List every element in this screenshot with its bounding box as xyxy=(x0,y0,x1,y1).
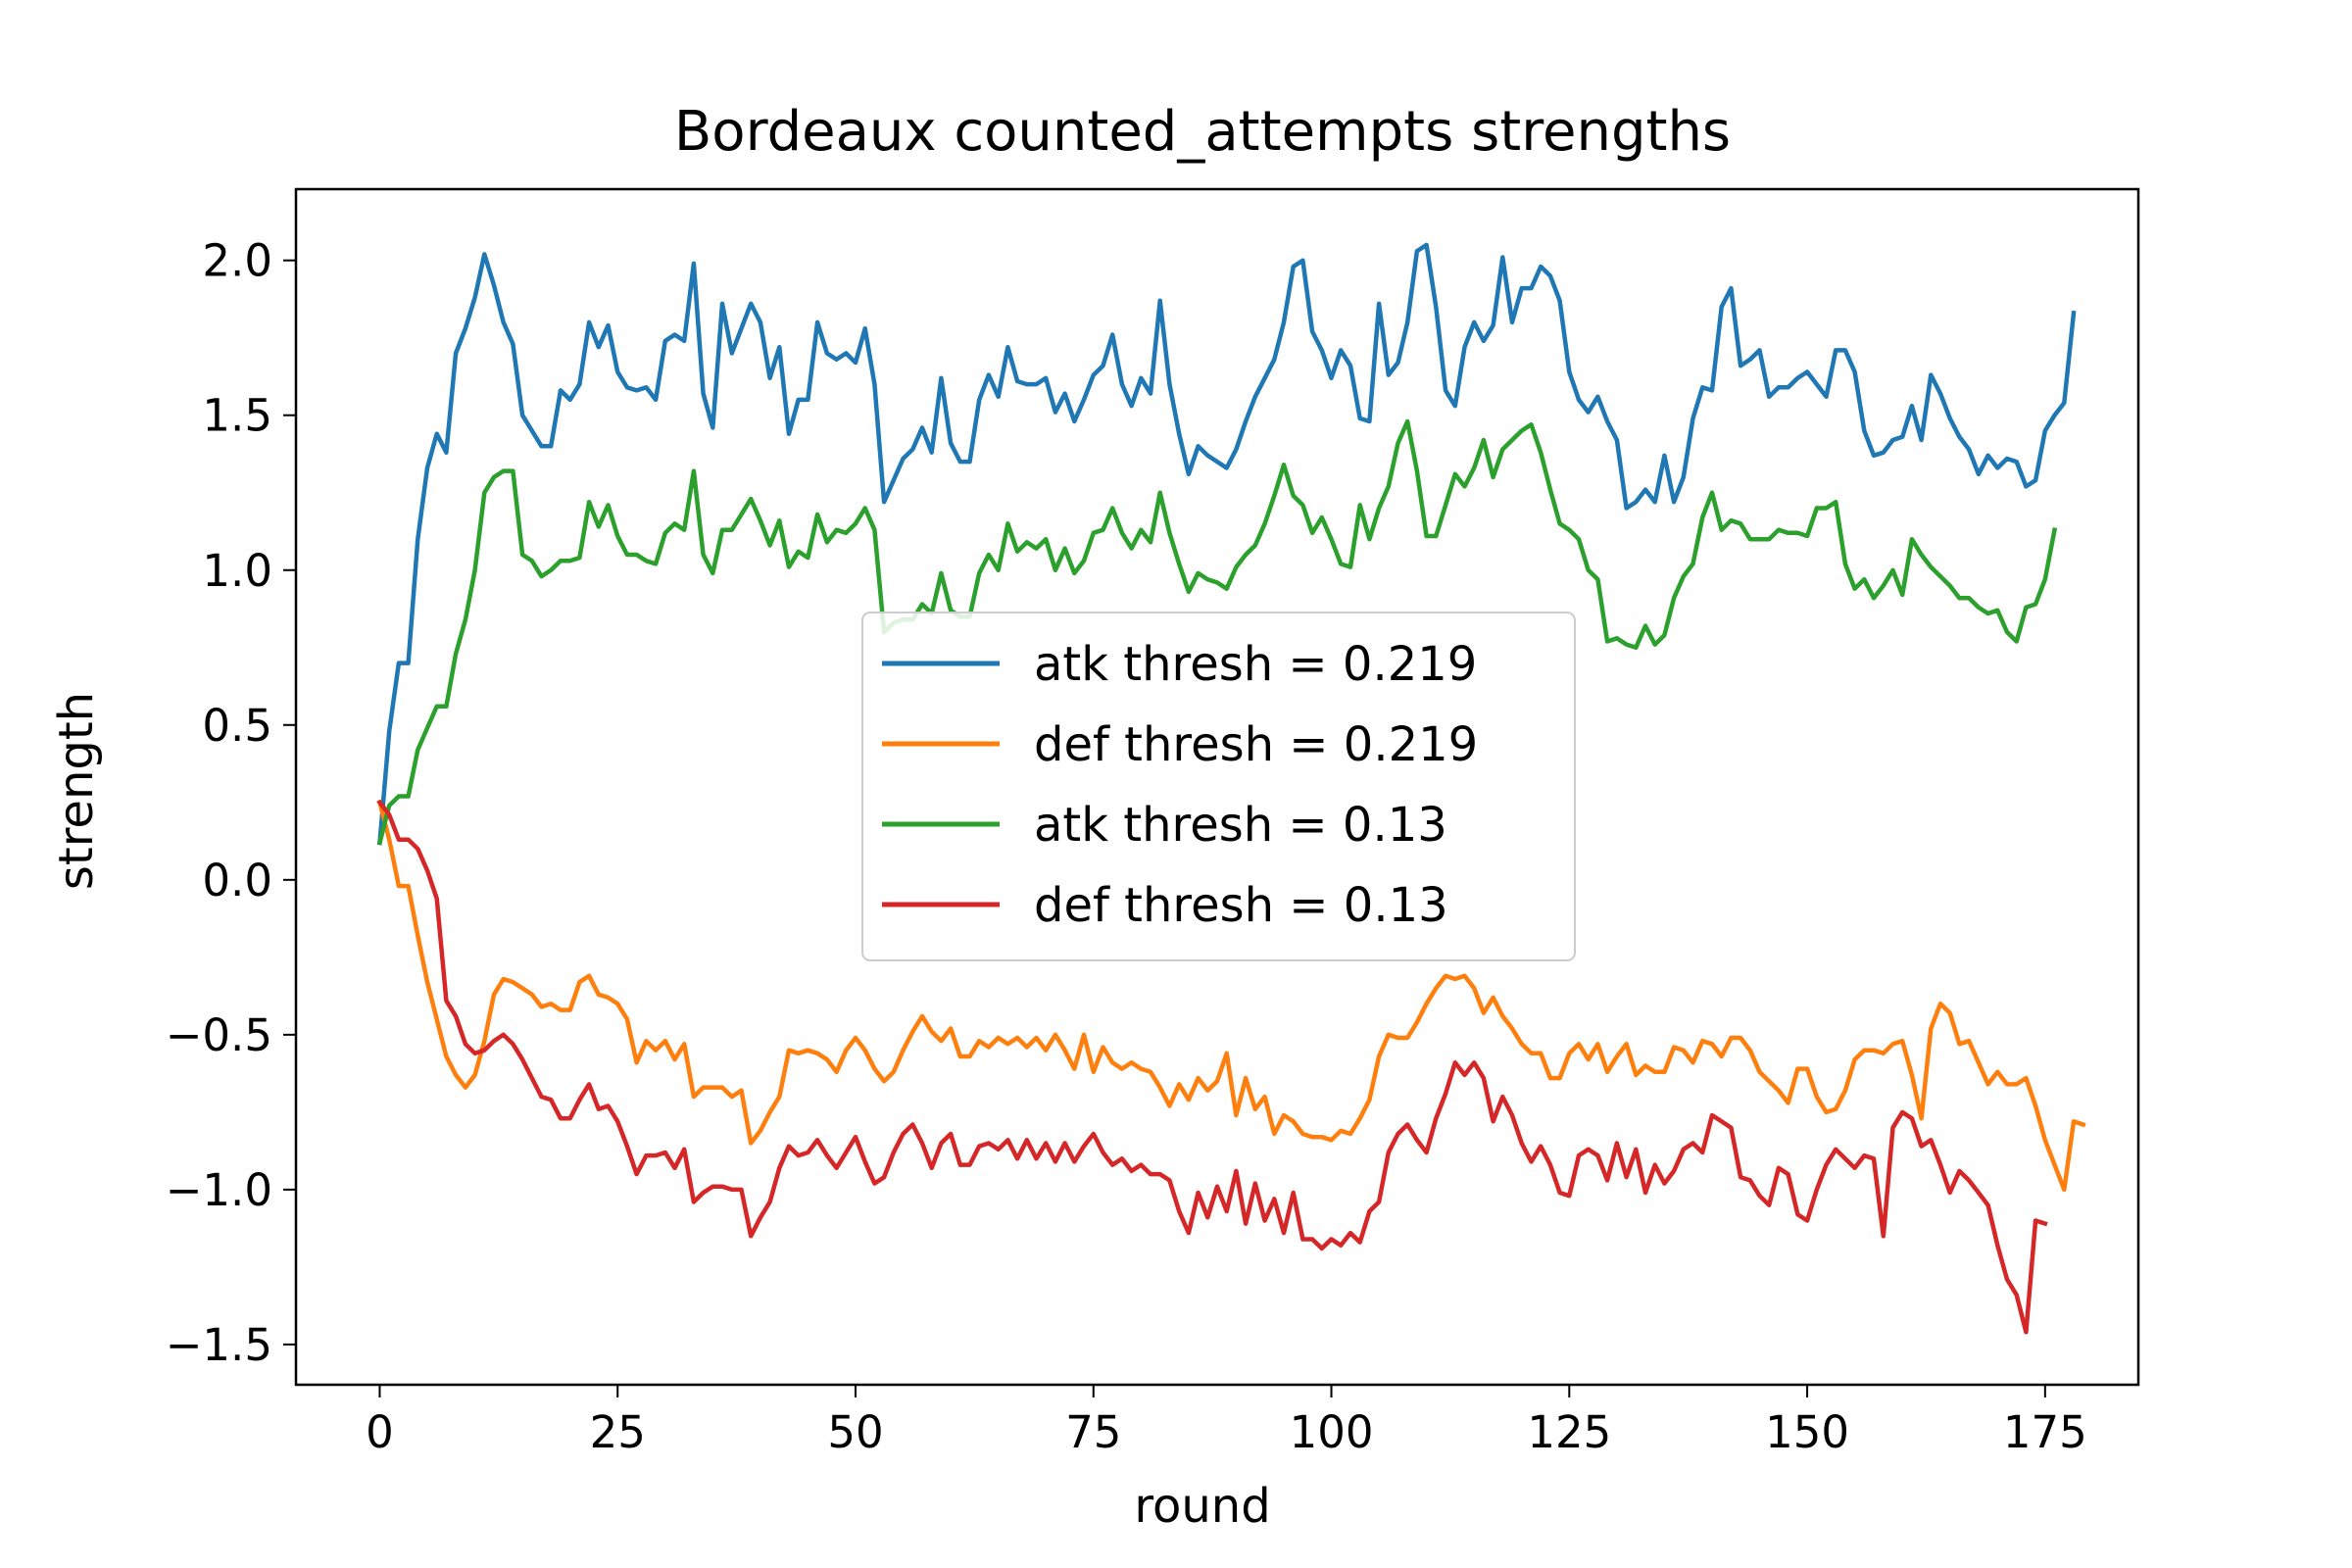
x-tick-label: 150 xyxy=(1765,1406,1849,1458)
series-line-2 xyxy=(376,418,2058,846)
series-layer xyxy=(376,242,2086,1335)
chart-title: Bordeaux counted_attempts strengths xyxy=(674,100,1731,164)
legend-label-3: def thresh = 0.13 xyxy=(1034,878,1448,933)
y-tick-label: 0.0 xyxy=(202,855,272,906)
y-tick-label: −1.0 xyxy=(166,1164,272,1216)
y-axis-ticks: −1.5 −1.0 −0.5 0.0 0.5 1.0 1.5 2.0 xyxy=(166,235,296,1371)
x-tick-label: 125 xyxy=(1527,1406,1611,1458)
x-tick-label: 75 xyxy=(1065,1406,1121,1458)
plot-area-frame xyxy=(294,187,2140,1387)
x-axis-ticks: 0 25 50 75 100 125 150 175 xyxy=(366,1385,2087,1458)
y-tick-label: 2.0 xyxy=(202,235,272,287)
x-tick-label: 175 xyxy=(2003,1406,2087,1458)
y-tick-label: 1.0 xyxy=(202,545,272,597)
x-tick-label: 25 xyxy=(590,1406,646,1458)
legend-label-1: def thresh = 0.219 xyxy=(1034,717,1478,772)
series-line-3 xyxy=(376,799,2048,1335)
x-tick-label: 100 xyxy=(1290,1406,1374,1458)
legend-label-0: atk thresh = 0.219 xyxy=(1034,637,1477,692)
y-tick-label: −1.5 xyxy=(166,1319,272,1371)
legend-label-2: atk thresh = 0.13 xyxy=(1034,798,1447,853)
series-line-0 xyxy=(377,242,2077,846)
x-tick-label: 50 xyxy=(827,1406,883,1458)
y-tick-label: 0.5 xyxy=(202,700,272,752)
x-axis-label: round xyxy=(1134,1479,1270,1534)
legend-box xyxy=(861,612,1576,961)
y-tick-label: 1.5 xyxy=(202,390,272,442)
y-axis-label: strength xyxy=(49,692,104,890)
x-tick-label: 0 xyxy=(366,1406,394,1458)
y-tick-label: −0.5 xyxy=(166,1009,272,1061)
series-line-1 xyxy=(376,800,2086,1193)
legend: atk thresh = 0.219 def thresh = 0.219 atk … xyxy=(861,612,1576,961)
